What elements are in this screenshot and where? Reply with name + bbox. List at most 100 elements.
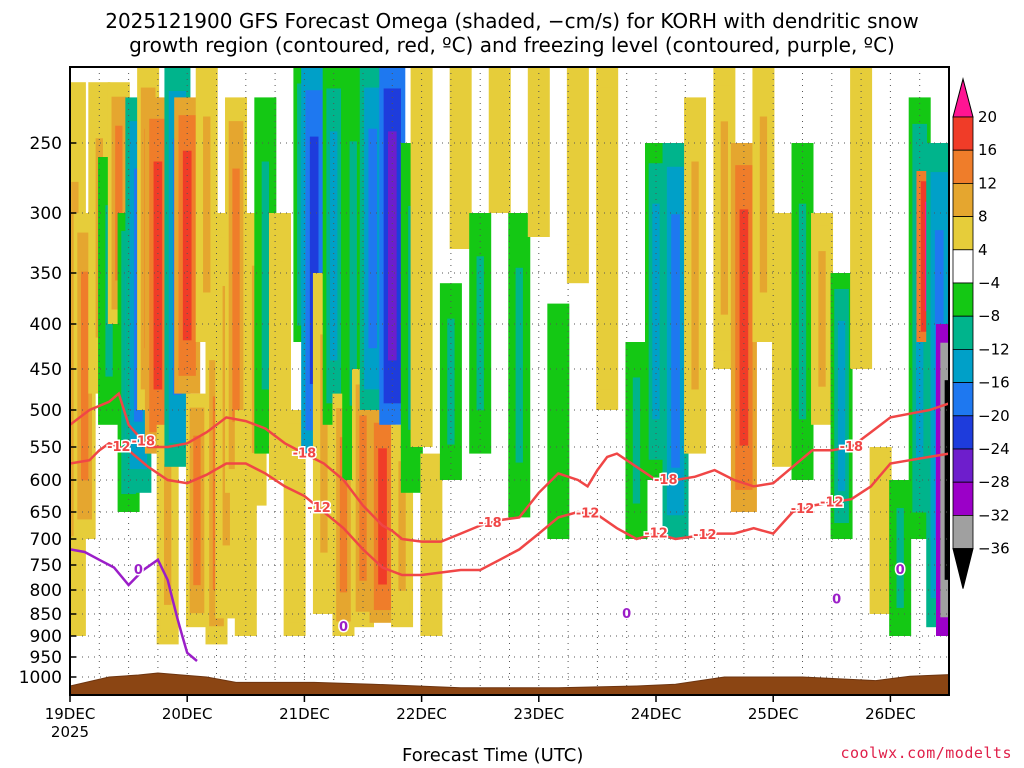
- omega-core: [339, 437, 348, 593]
- omega-core: [603, 128, 611, 349]
- x-tick-label: 26DEC: [865, 705, 916, 723]
- colorbar-label: −12: [978, 340, 1010, 358]
- dgz-contour-label: -12: [791, 502, 815, 517]
- credit-link[interactable]: coolwx.com/modelts: [840, 744, 1012, 762]
- omega-core: [759, 116, 768, 293]
- omega-core: [232, 168, 240, 422]
- x-axis-title: Forecast Time (UTC): [402, 745, 584, 766]
- dgz-contour-label: -12: [576, 506, 600, 521]
- omega-core: [476, 256, 484, 411]
- omega-core: [691, 161, 699, 390]
- omega-core: [378, 448, 387, 585]
- omega-core: [818, 251, 826, 387]
- omega-core: [632, 377, 641, 504]
- x-tick-label: 24DEC: [631, 705, 682, 723]
- omega-core: [115, 125, 123, 281]
- colorbar-swatch: [952, 249, 974, 284]
- dgz-contour-label: -12: [107, 440, 131, 455]
- omega-core: [80, 271, 89, 481]
- omega-core: [276, 261, 284, 432]
- omega-core: [427, 486, 436, 604]
- dgz-contour-label: -12: [644, 527, 668, 542]
- colorbar-top-arrow: [952, 77, 974, 118]
- colorbar-label: −20: [978, 407, 1010, 425]
- y-tick-label: 500: [30, 401, 62, 421]
- y-tick-label: 950: [30, 648, 62, 668]
- colorbar-swatch: [952, 216, 974, 251]
- colorbar-label: −28: [978, 473, 1010, 491]
- colorbar-swatch: [952, 515, 974, 550]
- omega-core: [349, 141, 357, 406]
- omega-core: [398, 461, 406, 591]
- y-tick-label: 250: [30, 134, 62, 154]
- y-tick-label: 550: [30, 438, 62, 458]
- y-tick-label: 800: [30, 581, 62, 601]
- omega-core: [652, 203, 660, 420]
- omega-core: [320, 334, 328, 553]
- x-tick-label: 19DEC: [45, 705, 96, 723]
- omega-core: [876, 477, 885, 584]
- colorbar-label: 16: [978, 141, 997, 159]
- x-tick-label: 23DEC: [514, 705, 565, 723]
- colorbar-label: 12: [978, 174, 997, 192]
- y-tick-label: 1000: [19, 668, 62, 688]
- dgz-contour-label: -18: [654, 473, 678, 488]
- colorbar-swatch: [952, 348, 974, 383]
- y-tick-label: 350: [30, 264, 62, 284]
- colorbar-label: 20: [978, 108, 997, 126]
- omega-core: [671, 214, 680, 468]
- y-tick-label: 300: [30, 204, 62, 224]
- omega-core: [368, 128, 378, 349]
- terrain-ground: [70, 672, 949, 695]
- colorbar-swatch: [952, 481, 974, 516]
- omega-core: [309, 136, 319, 385]
- colorbar-label: −16: [978, 374, 1010, 392]
- omega-core: [447, 318, 455, 445]
- chart-title-line-1: 2025121900 GFS Forecast Omega (shaded, −…: [105, 9, 919, 33]
- freezing-level-label: 0: [896, 563, 905, 578]
- freezing-level-label: 0: [339, 620, 348, 635]
- chart-title-line-2: growth region (contoured, red, ºC) and f…: [129, 33, 895, 57]
- omega-core: [496, 93, 504, 187]
- omega-band: [940, 342, 949, 618]
- omega-core: [720, 121, 729, 315]
- colorbar-label: −36: [978, 540, 1010, 558]
- omega-core: [387, 131, 397, 361]
- colorbar-swatch: [952, 415, 974, 450]
- omega-core: [574, 105, 582, 245]
- dgz-contour-label: -12: [693, 528, 717, 543]
- colorbar-label: −24: [978, 440, 1010, 458]
- dgz-contour-label: -18: [840, 440, 864, 455]
- freezing-level-label: 0: [622, 607, 631, 622]
- x-tick-label: 21DEC: [279, 705, 330, 723]
- omega-core: [515, 267, 523, 463]
- colorbar-swatch: [952, 182, 974, 217]
- omega-core: [193, 435, 201, 586]
- colorbar-swatch: [952, 315, 974, 350]
- omega-core: [417, 135, 426, 379]
- y-tick-label: 600: [30, 471, 62, 491]
- colorbar-label: −8: [978, 307, 1000, 325]
- omega-core: [153, 161, 163, 390]
- dgz-contour-label: -12: [307, 501, 331, 516]
- colorbar-label: 4: [978, 241, 988, 259]
- colorbar-swatch: [952, 116, 974, 151]
- colorbar-label: 8: [978, 208, 988, 226]
- omega-core: [779, 258, 787, 422]
- colorbar-swatch: [952, 149, 974, 184]
- dgz-contour-label: -18: [132, 434, 156, 449]
- y-tick-label: 750: [30, 556, 62, 576]
- x-tick-label: 22DEC: [396, 705, 447, 723]
- plot-frame: [69, 66, 950, 696]
- dgz-contour-label: -18: [478, 516, 502, 531]
- dgz-contour-label: -12: [820, 495, 844, 510]
- y-tick-label: 650: [30, 503, 62, 523]
- colorbar-swatch: [952, 382, 974, 417]
- colorbar-bottom-arrow: [952, 548, 974, 589]
- omega-core: [739, 209, 749, 446]
- colorbar-label: −32: [978, 506, 1010, 524]
- dgz-contour-minus18: [70, 391, 949, 543]
- y-tick-label: 700: [30, 530, 62, 550]
- omega-core: [261, 161, 269, 390]
